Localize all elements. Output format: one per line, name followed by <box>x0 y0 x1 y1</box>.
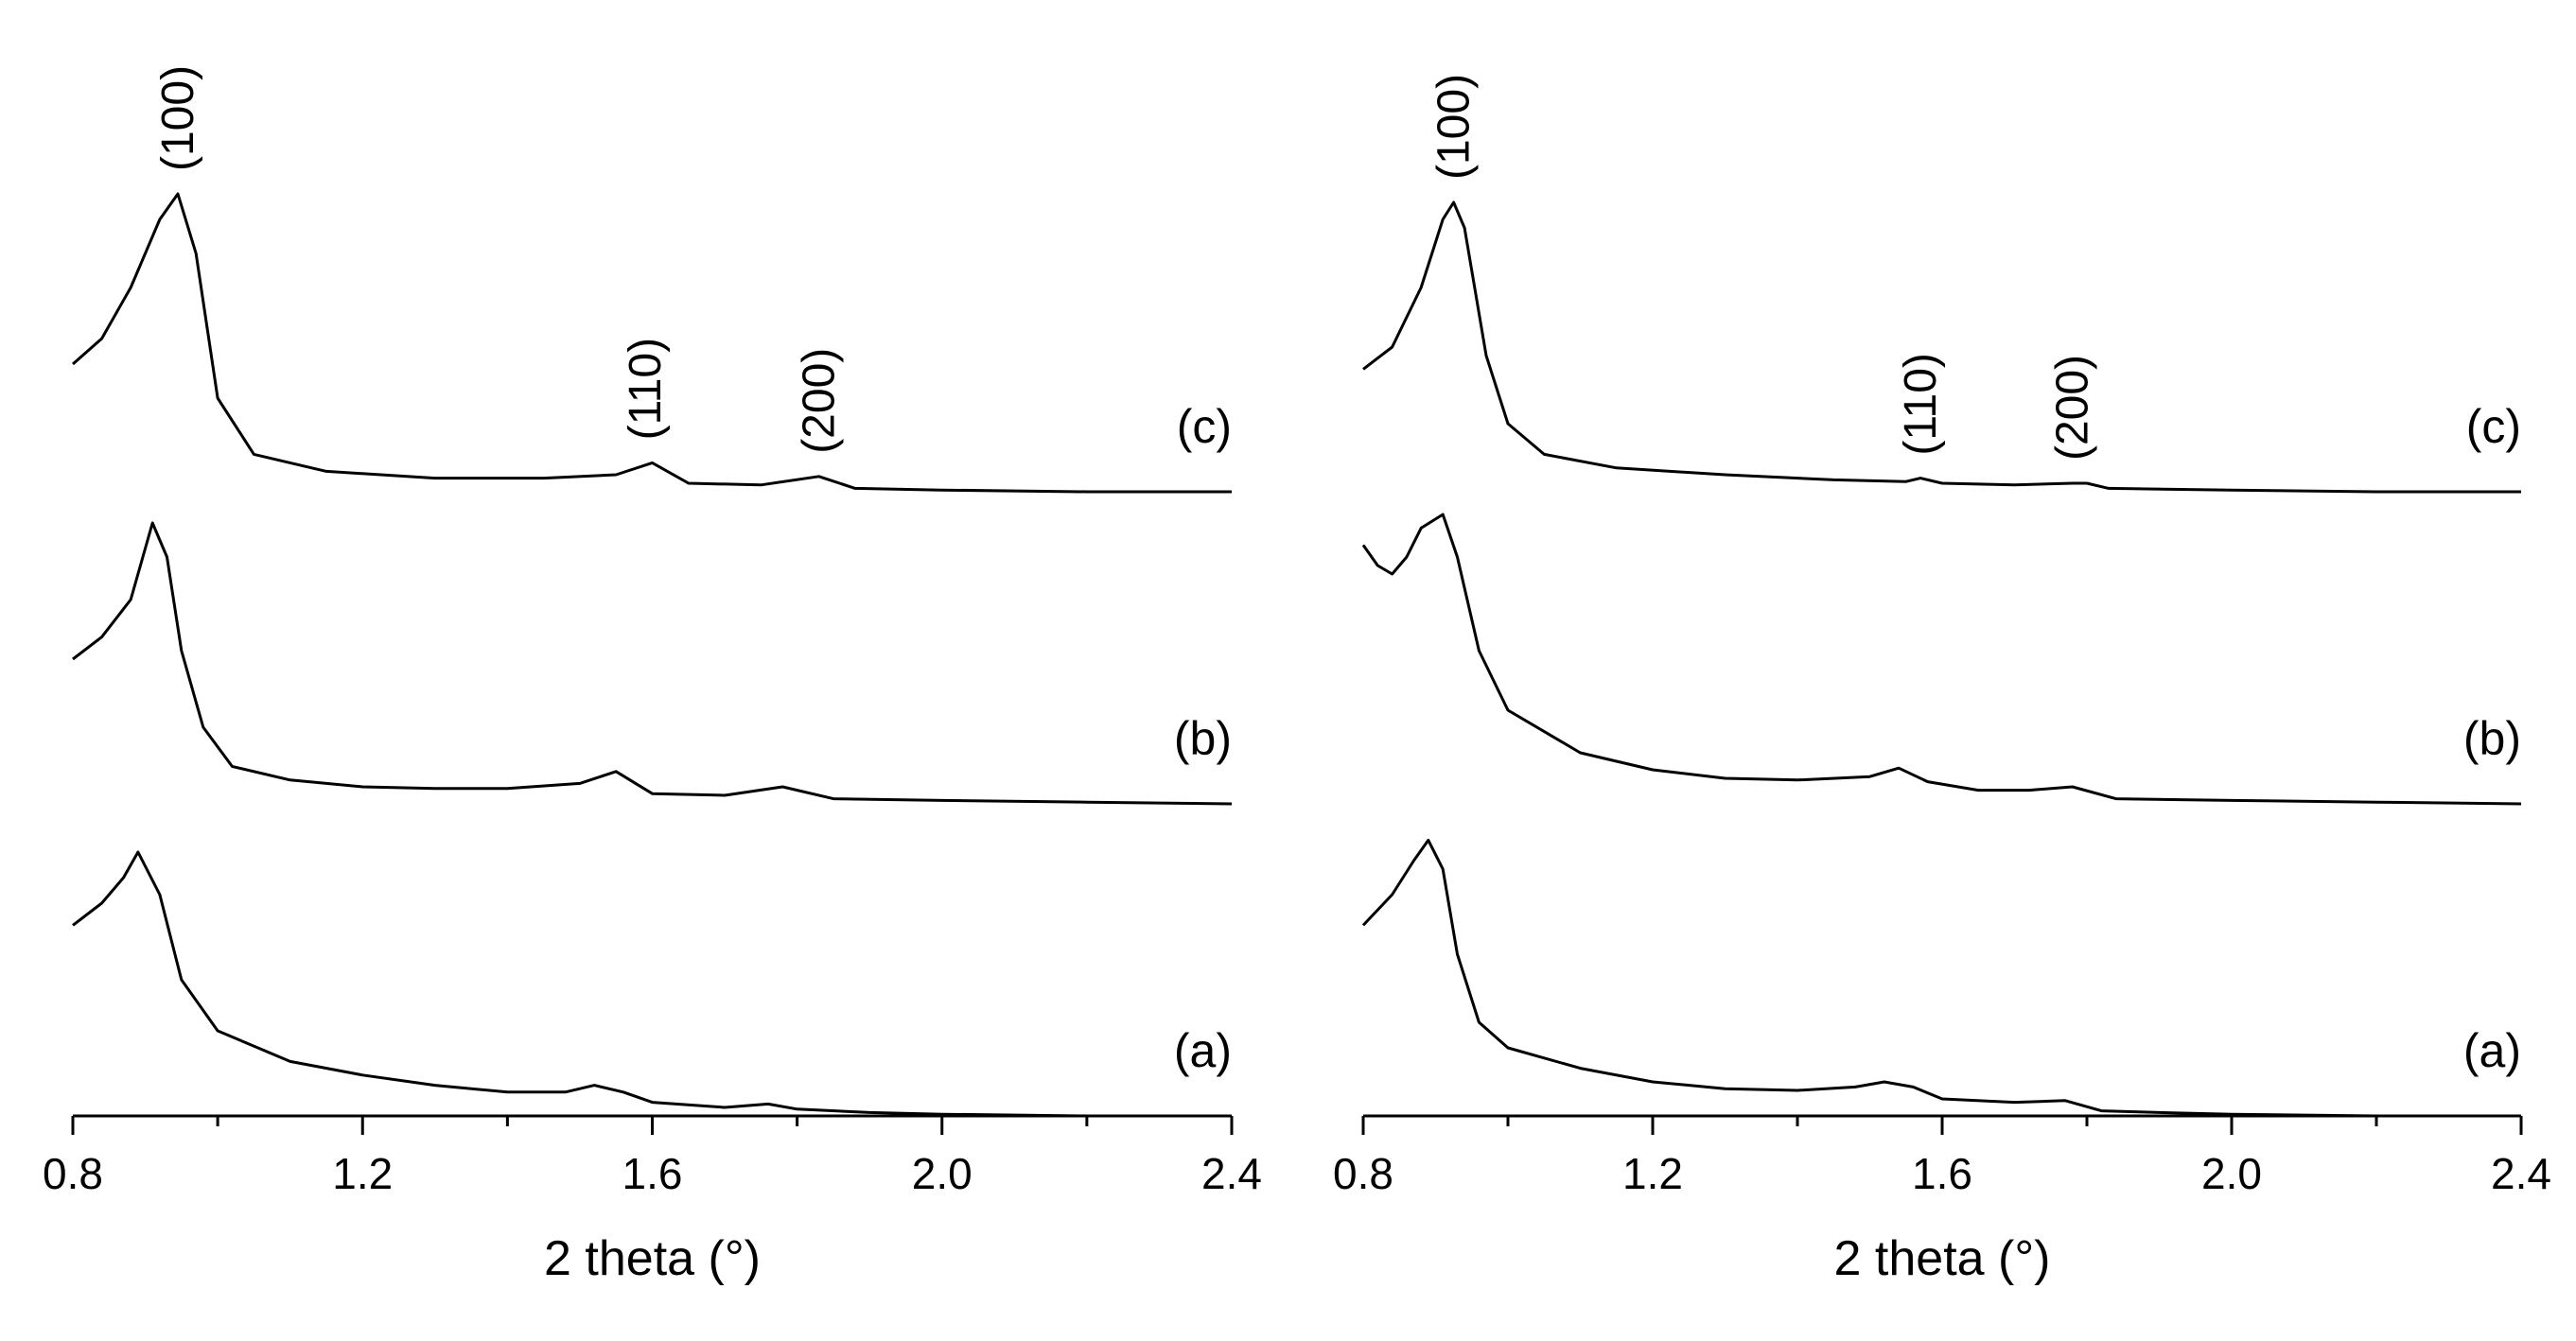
x-tick-label: 2.4 <box>2491 1149 2551 1198</box>
series-line-b <box>1361 513 2522 806</box>
x-tick-label: 1.6 <box>622 1149 683 1198</box>
x-tick-label: 2.0 <box>2201 1149 2262 1198</box>
x-tick-label: 1.2 <box>1622 1149 1683 1198</box>
peak-label: (110) <box>1896 353 1946 456</box>
series-line-c <box>72 192 1232 494</box>
x-axis-label: 2 theta (°) <box>544 1231 761 1286</box>
x-tick-label: 2.4 <box>1201 1149 1262 1198</box>
x-axis-label: 2 theta (°) <box>1834 1231 2051 1286</box>
series-line-a <box>1361 838 2521 1118</box>
x-tick-label: 1.2 <box>332 1149 393 1198</box>
left-panel: 0.8 1.2 1.6 2.0 2.4 2 theta (°) (a) (b) (c) (100)… <box>43 65 1262 1286</box>
peak-label: (110) <box>621 338 671 441</box>
x-tick-label: 0.8 <box>1333 1149 1393 1198</box>
series-line-c <box>1362 200 2521 494</box>
series-line-b <box>72 521 1233 806</box>
x-tick-label: 1.6 <box>1912 1149 1972 1198</box>
peak-label: (100) <box>1429 74 1480 180</box>
right-panel: 0.8 1.2 1.6 2.0 2.4 2 theta (°) (a) (b) (c) (100)… <box>1333 74 2551 1286</box>
series-label: (a) <box>1174 1024 1232 1077</box>
series-line-a <box>72 850 1232 1118</box>
series-label: (b) <box>1174 712 1232 765</box>
peak-label: (200) <box>795 348 845 454</box>
series-label: (c) <box>1177 400 1232 453</box>
series-label: (c) <box>2466 400 2521 453</box>
series-label: (a) <box>2463 1024 2521 1077</box>
series-label: (b) <box>2463 712 2521 765</box>
peak-label: (100) <box>153 65 203 171</box>
peak-label: (200) <box>2048 355 2098 461</box>
x-tick-label: 2.0 <box>912 1149 973 1198</box>
x-tick-label: 0.8 <box>43 1149 103 1198</box>
